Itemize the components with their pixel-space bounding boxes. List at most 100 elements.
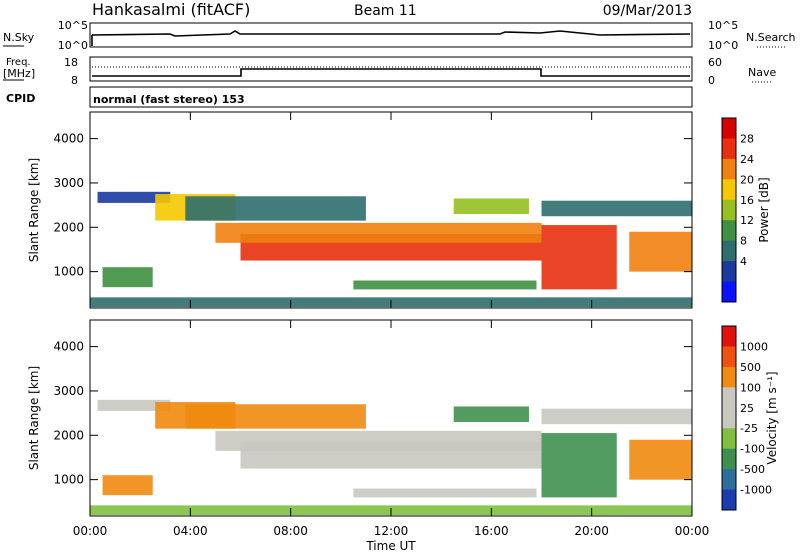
velocity-band-7 — [541, 408, 692, 425]
power-colorbar-tick-label: 24 — [740, 153, 754, 166]
time-axis: 00:00 04:00 08:00 12:00 16:00 20:00 00:00 — [73, 524, 710, 538]
power-band-3 — [215, 222, 542, 243]
nsky-panel-frame — [89, 22, 693, 48]
power-band-4 — [185, 196, 366, 221]
power-colorbar: 28 24 20 16 12 8 4 — [721, 117, 754, 303]
velocity-colorbar-tick-label: 25 — [740, 402, 754, 415]
freq-trace — [92, 68, 690, 77]
velocity-ylabel: Slant Range [km] — [27, 366, 41, 470]
velocity-colorbar-frame — [721, 325, 737, 511]
power-ytick-label: 3000 — [53, 176, 84, 190]
power-ytick-label: 1000 — [53, 265, 84, 279]
power-colorbar-tick-label: 4 — [740, 255, 747, 268]
nsky-trace — [91, 30, 691, 37]
power-ytick-label: 2000 — [53, 220, 84, 234]
velocity-colorbar-tick-label: -500 — [740, 463, 765, 476]
station-title: Hankasalmi (fitACF) — [92, 0, 250, 19]
power-colorbar-tick-label: 8 — [740, 235, 747, 248]
velocity-ytick-label: 2000 — [53, 428, 84, 442]
nave-tick-top: 60 — [708, 56, 722, 69]
power-colorbar-tick-label: 20 — [740, 173, 754, 186]
velocity-ytick-label: 4000 — [53, 340, 84, 354]
velocity-ytick-label: 1000 — [53, 473, 84, 487]
velocity-heatmap — [90, 399, 692, 516]
power-band-5 — [453, 198, 529, 214]
power-heatmap — [90, 191, 692, 308]
x-tick-label: 16:00 — [474, 524, 509, 538]
power-colorbar-segment — [722, 240, 736, 262]
power-band-0 — [97, 191, 171, 203]
power-band-7 — [541, 200, 692, 217]
nsky-tick-top: 10^5 — [58, 19, 88, 32]
x-tick-label: 08:00 — [273, 524, 308, 538]
velocity-colorbar-segment — [722, 469, 736, 491]
velocity-colorbar-tick-label: 500 — [740, 361, 761, 374]
velocity-band-9 — [102, 475, 153, 496]
velocity-band-10 — [353, 488, 537, 498]
velocity-colorbar-segment — [722, 387, 736, 409]
power-band-8 — [629, 231, 692, 272]
velocity-colorbar-tick-label: 1000 — [740, 340, 768, 353]
velocity-colorbar-segment — [722, 366, 736, 388]
power-colorbar-tick-label: 12 — [740, 214, 754, 227]
power-colorbar-segment — [722, 179, 736, 201]
power-colorbar-segment — [722, 220, 736, 242]
date-label: 09/Mar/2013 — [603, 3, 692, 19]
power-colorbar-segment — [722, 199, 736, 221]
x-axis-label: Time UT — [365, 539, 416, 553]
power-ylabel: Slant Range [km] — [27, 158, 41, 262]
power-colorbar-segment — [722, 281, 736, 303]
x-tick-label: 00:00 — [73, 524, 108, 538]
velocity-ytick-label: 3000 — [53, 384, 84, 398]
cpid-label: CPID — [6, 92, 35, 105]
velocity-colorbar-tick-label: -100 — [740, 443, 765, 456]
velocity-colorbar-segment — [722, 489, 736, 511]
velocity-colorbar-segment — [722, 346, 736, 368]
nsky-tick-bottom: 10^0 — [58, 39, 88, 52]
power-colorbar-tick-label: 28 — [740, 132, 754, 145]
nave-dip-marks: ˙ ˙˙˙˙ — [140, 66, 163, 75]
power-colorbar-segment — [722, 138, 736, 160]
freq-tick-top: 18 — [64, 56, 78, 69]
x-tick-label: 20:00 — [574, 524, 609, 538]
velocity-band-3 — [215, 430, 542, 451]
nave-label: Nave — [748, 66, 776, 79]
velocity-axis-ticks: 4000 3000 2000 1000 — [53, 320, 693, 516]
velocity-colorbar-segment — [722, 407, 736, 429]
nsearch-tick-top: 10^5 — [708, 19, 738, 32]
velocity-band-8 — [629, 439, 692, 480]
power-colorbar-segment — [722, 158, 736, 180]
velocity-colorbar-tick-label: -1000 — [740, 484, 772, 497]
velocity-band-5 — [453, 406, 529, 422]
power-colorbar-label: Power [dB] — [757, 177, 771, 242]
x-tick-label: 00:00 — [675, 524, 710, 538]
nave-tick-bottom: 0 — [708, 74, 715, 87]
velocity-band-4 — [185, 404, 366, 429]
nsearch-label: N.Search — [746, 31, 796, 44]
velocity-colorbar-tick-label: 100 — [740, 381, 761, 394]
power-band-10 — [353, 280, 537, 290]
velocity-band-0 — [97, 399, 171, 411]
power-axis-ticks: 4000 3000 2000 1000 — [53, 112, 693, 308]
x-tick-label: 04:00 — [173, 524, 208, 538]
nsky-label: N.Sky — [3, 31, 35, 44]
freq-panel-frame — [89, 56, 693, 82]
beam-label: Beam 11 — [354, 3, 417, 19]
freq-tick-bottom: 8 — [71, 74, 78, 87]
velocity-colorbar: 1000 500 100 25 -25 -100 -500 -1000 — [721, 325, 772, 511]
power-colorbar-tick-label: 16 — [740, 194, 754, 207]
power-band-9 — [102, 267, 153, 288]
freq-label-1: Freq. — [6, 57, 31, 68]
velocity-colorbar-segment — [722, 428, 736, 450]
velocity-colorbar-tick-label: -25 — [740, 422, 758, 435]
nsearch-tick-bottom: 10^0 — [708, 39, 738, 52]
cpid-text: normal (fast stereo) 153 — [93, 93, 245, 106]
velocity-colorbar-segment — [722, 448, 736, 470]
x-tick-label: 12:00 — [374, 524, 409, 538]
power-ytick-label: 4000 — [53, 132, 84, 146]
velocity-colorbar-segment — [722, 326, 736, 347]
power-colorbar-segment — [722, 261, 736, 283]
cpid-panel-frame — [89, 86, 693, 108]
power-colorbar-frame — [721, 117, 737, 303]
